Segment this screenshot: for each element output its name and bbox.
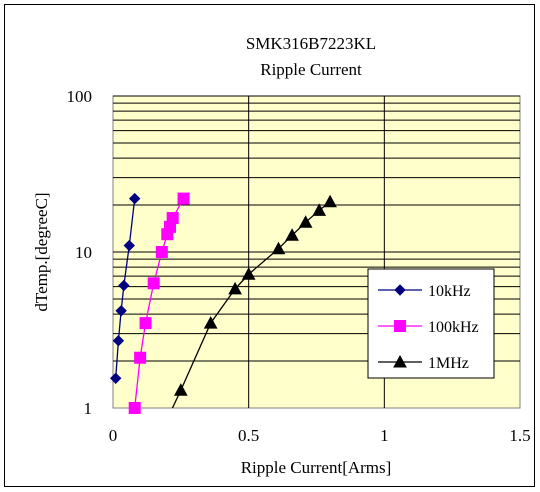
y-tick-label: 100: [67, 87, 93, 106]
diamond-marker: [394, 284, 406, 296]
triangle-marker: [323, 194, 337, 208]
x-axis-label: Ripple Current[Arms]: [241, 458, 392, 477]
diamond-marker: [128, 192, 141, 205]
legend-label: 100kHz: [428, 319, 479, 336]
square-marker: [177, 192, 190, 205]
y-tick-label: 1: [84, 399, 93, 418]
y-tick-label: 10: [75, 243, 92, 262]
diamond-marker: [110, 372, 122, 385]
legend-label: 10kHz: [428, 283, 471, 300]
series-line-1MHz: [171, 201, 331, 408]
y-axis-label: dTemp.[degreeC]: [32, 192, 51, 311]
triangle-marker: [312, 203, 327, 216]
x-tick-labels: 0 0.5 1 1.5: [109, 426, 531, 445]
triangle-marker: [203, 316, 218, 329]
square-marker: [128, 402, 141, 414]
legend-box: [367, 268, 495, 379]
legend-label: 1MHz: [428, 355, 469, 372]
triangle-marker: [285, 228, 299, 241]
y-tick-labels: 1 10 100: [67, 87, 93, 418]
x-tick-label: 0: [109, 426, 118, 445]
triangle-marker: [271, 241, 286, 255]
chart-subtitle: Ripple Current: [260, 60, 362, 79]
square-marker: [139, 317, 152, 330]
series-markers: [110, 192, 337, 414]
triangle-marker: [241, 267, 256, 280]
square-marker: [166, 212, 179, 225]
diamond-marker: [118, 279, 130, 292]
diamond-marker: [115, 305, 127, 317]
square-marker: [147, 277, 160, 290]
triangle-marker: [228, 281, 242, 295]
diamond-marker: [123, 239, 135, 252]
square-marker: [394, 320, 406, 332]
triangle-marker: [298, 215, 313, 228]
x-tick-label: 0.5: [238, 426, 259, 445]
triangle-marker: [173, 383, 188, 396]
legend: 10kHz 100kHz 1MHz: [367, 268, 495, 379]
square-marker: [134, 351, 147, 364]
series-line-10kHz: [115, 198, 136, 379]
square-marker: [155, 246, 168, 258]
x-tick-label: 1: [380, 426, 389, 445]
x-tick-label: 1.5: [509, 426, 530, 445]
chart-title: SMK316B7223KL: [246, 34, 376, 53]
diamond-marker: [112, 335, 125, 347]
triangle-marker: [393, 354, 407, 368]
